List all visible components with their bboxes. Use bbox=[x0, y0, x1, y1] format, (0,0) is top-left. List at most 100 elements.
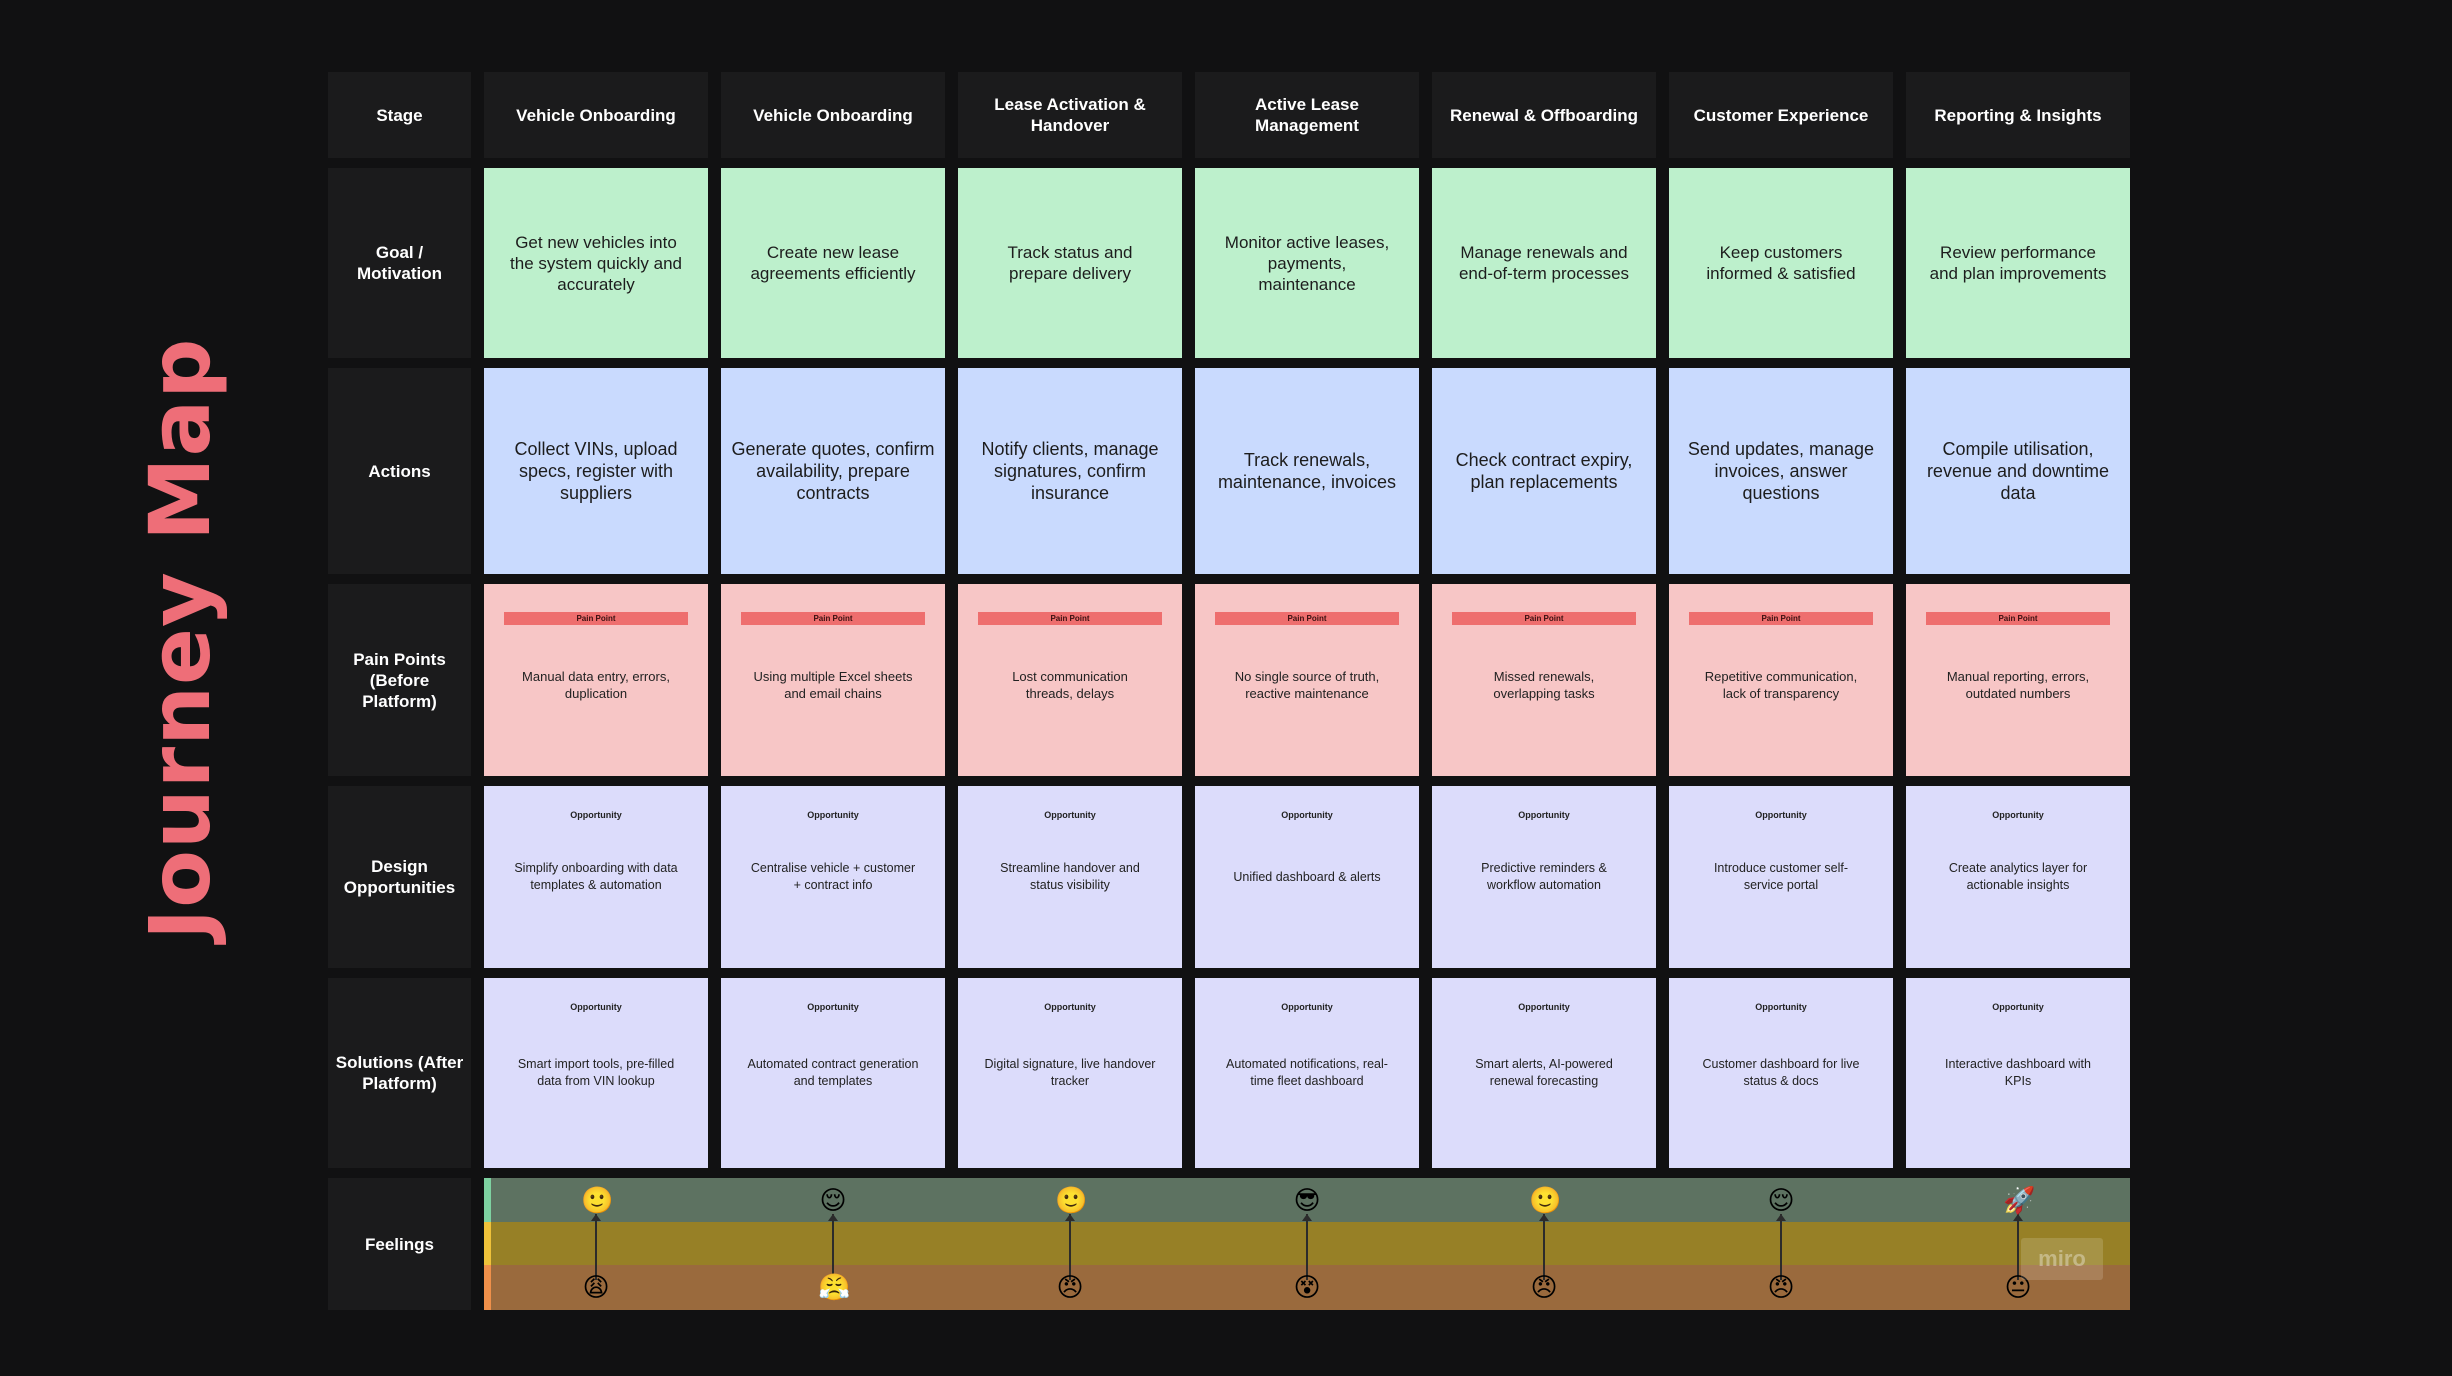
feeling-arrow-head bbox=[2013, 1214, 2023, 1221]
opportunity-tag: Opportunity bbox=[807, 810, 859, 820]
stage-header: Renewal & Offboarding bbox=[1432, 72, 1656, 158]
feeling-after-emoji[interactable]: 🙂 bbox=[581, 1185, 614, 1215]
opportunity-tag: Opportunity bbox=[1992, 1002, 2044, 1012]
feelings-band: 🙂 😩 😌 😤 🙂 😠 😎 😵 🙂 😠 😌 😠 🚀 😐 miro bbox=[484, 1178, 2130, 1310]
feeling-before-emoji[interactable]: 😐 bbox=[2004, 1272, 2032, 1302]
solution-card[interactable]: Opportunity Automated contract generation… bbox=[721, 978, 945, 1168]
solution-text: Digital signature, live handover tracker bbox=[984, 1057, 1156, 1088]
solution-card[interactable]: Opportunity Automated notifications, real… bbox=[1195, 978, 1419, 1168]
design-opportunity-text: Create analytics layer for actionable in… bbox=[1948, 861, 2088, 892]
pain-point-card[interactable]: Pain Point Repetitive communication, lack… bbox=[1669, 584, 1893, 776]
feeling-after-emoji[interactable]: 😌 bbox=[1767, 1185, 1795, 1215]
feeling-after-emoji[interactable]: 🚀 bbox=[2003, 1185, 2036, 1215]
design-opportunity-text: Unified dashboard & alerts bbox=[1233, 869, 1381, 884]
solution-card[interactable]: Opportunity Digital signature, live hando… bbox=[958, 978, 1182, 1168]
solution-text: Interactive dashboard with KPIs bbox=[1945, 1057, 2091, 1088]
goal-card[interactable]: Keep customers informed & satisfied bbox=[1669, 168, 1893, 358]
design-opportunity-card[interactable]: Opportunity Streamline handover and statu… bbox=[958, 786, 1182, 968]
solution-card[interactable]: Opportunity Smart import tools, pre-fille… bbox=[484, 978, 708, 1168]
stage-header: Vehicle Onboarding bbox=[484, 72, 708, 158]
pain-point-tag: Pain Point bbox=[978, 612, 1162, 625]
action-card[interactable]: Send updates, manage invoices, answer qu… bbox=[1669, 368, 1893, 574]
design-opportunity-card[interactable]: Opportunity Create analytics layer for ac… bbox=[1906, 786, 2130, 968]
pain-point-text: Using multiple Excel sheets and email ch… bbox=[753, 669, 913, 701]
positive-band-edge bbox=[484, 1178, 491, 1222]
feeling-arrow-head bbox=[1776, 1214, 1786, 1221]
pain-point-tag: Pain Point bbox=[741, 612, 925, 625]
opportunity-tag: Opportunity bbox=[807, 1002, 859, 1012]
feeling-after-emoji[interactable]: 😌 bbox=[819, 1185, 847, 1215]
opportunity-tag: Opportunity bbox=[1992, 810, 2044, 820]
pain-point-text: Lost communication threads, delays bbox=[1012, 669, 1128, 701]
stage-header: Active Lease Management bbox=[1195, 72, 1419, 158]
solution-text: Automated notifications, real-time fleet… bbox=[1226, 1057, 1388, 1088]
pain-point-text: Manual data entry, errors, duplication bbox=[522, 669, 670, 701]
feeling-connector-line bbox=[595, 1214, 597, 1280]
solution-text: Automated contract generation and templa… bbox=[747, 1057, 919, 1088]
journey-map-title: Journey Map bbox=[131, 337, 229, 940]
feeling-connector-line bbox=[1306, 1214, 1308, 1280]
negative-band-edge bbox=[484, 1265, 491, 1310]
feeling-after-emoji[interactable]: 😎 bbox=[1293, 1185, 1321, 1215]
opportunity-tag: Opportunity bbox=[1281, 1002, 1333, 1012]
row-label-feelings: Feelings bbox=[328, 1178, 471, 1310]
goal-card[interactable]: Track status and prepare delivery bbox=[958, 168, 1182, 358]
design-opportunity-text: Centralise vehicle + customer + contract… bbox=[750, 861, 916, 892]
pain-point-card[interactable]: Pain Point Lost communication threads, de… bbox=[958, 584, 1182, 776]
feeling-arrow-head bbox=[1539, 1214, 1549, 1221]
pain-point-tag: Pain Point bbox=[504, 612, 688, 625]
goal-card[interactable]: Manage renewals and end-of-term processe… bbox=[1432, 168, 1656, 358]
design-opportunity-card[interactable]: Opportunity Predictive reminders & workfl… bbox=[1432, 786, 1656, 968]
action-card[interactable]: Collect VINs, upload specs, register wit… bbox=[484, 368, 708, 574]
pain-point-card[interactable]: Pain Point Manual data entry, errors, dup… bbox=[484, 584, 708, 776]
opportunity-tag: Opportunity bbox=[1755, 810, 1807, 820]
pain-point-tag: Pain Point bbox=[1926, 612, 2110, 625]
design-opportunity-text: Predictive reminders & workflow automati… bbox=[1481, 861, 1607, 892]
row-label-goal: Goal / Motivation bbox=[328, 168, 471, 358]
opportunity-tag: Opportunity bbox=[570, 1002, 622, 1012]
goal-card[interactable]: Get new vehicles into the system quickly… bbox=[484, 168, 708, 358]
stage-header: Lease Activation & Handover bbox=[958, 72, 1182, 158]
feeling-before-emoji[interactable]: 😠 bbox=[1767, 1272, 1795, 1302]
action-card[interactable]: Check contract expiry, plan replacements bbox=[1432, 368, 1656, 574]
pain-point-card[interactable]: Pain Point Using multiple Excel sheets an… bbox=[721, 584, 945, 776]
design-opportunity-card[interactable]: Opportunity Centralise vehicle + customer… bbox=[721, 786, 945, 968]
feeling-connector-line bbox=[1069, 1214, 1071, 1280]
pain-point-card[interactable]: Pain Point Missed renewals, overlapping t… bbox=[1432, 584, 1656, 776]
feeling-after-emoji[interactable]: 🙂 bbox=[1055, 1185, 1088, 1215]
design-opportunity-card[interactable]: Opportunity Introduce customer self-servi… bbox=[1669, 786, 1893, 968]
action-card[interactable]: Compile utilisation, revenue and downtim… bbox=[1906, 368, 2130, 574]
goal-card[interactable]: Monitor active leases, payments, mainten… bbox=[1195, 168, 1419, 358]
pain-point-text: No single source of truth, reactive main… bbox=[1234, 669, 1380, 701]
design-opportunity-card[interactable]: Opportunity Unified dashboard & alerts bbox=[1195, 786, 1419, 968]
action-card[interactable]: Notify clients, manage signatures, confi… bbox=[958, 368, 1182, 574]
pain-point-card[interactable]: Pain Point No single source of truth, rea… bbox=[1195, 584, 1419, 776]
feeling-before-emoji[interactable]: 😩 bbox=[582, 1272, 610, 1302]
stage-header: Vehicle Onboarding bbox=[721, 72, 945, 158]
row-label-design-opportunities: Design Opportunities bbox=[328, 786, 471, 968]
goal-card[interactable]: Create new lease agreements efficiently bbox=[721, 168, 945, 358]
action-card[interactable]: Generate quotes, confirm availability, p… bbox=[721, 368, 945, 574]
pain-point-text: Repetitive communication, lack of transp… bbox=[1704, 669, 1858, 701]
feeling-connector-line bbox=[1780, 1214, 1782, 1280]
feeling-before-emoji[interactable]: 😠 bbox=[1056, 1272, 1084, 1302]
row-label-actions: Actions bbox=[328, 368, 471, 574]
pain-point-card[interactable]: Pain Point Manual reporting, errors, outd… bbox=[1906, 584, 2130, 776]
action-card[interactable]: Track renewals, maintenance, invoices bbox=[1195, 368, 1419, 574]
solution-card[interactable]: Opportunity Interactive dashboard with KP… bbox=[1906, 978, 2130, 1168]
solution-card[interactable]: Opportunity Smart alerts, AI-powered rene… bbox=[1432, 978, 1656, 1168]
opportunity-tag: Opportunity bbox=[1044, 1002, 1096, 1012]
design-opportunity-text: Simplify onboarding with data templates … bbox=[514, 861, 678, 892]
opportunity-tag: Opportunity bbox=[570, 810, 622, 820]
design-opportunity-card[interactable]: Opportunity Simplify onboarding with data… bbox=[484, 786, 708, 968]
feeling-after-emoji[interactable]: 🙂 bbox=[1529, 1185, 1562, 1215]
feeling-connector-line bbox=[832, 1214, 834, 1280]
goal-card[interactable]: Review performance and plan improvements bbox=[1906, 168, 2130, 358]
solution-card[interactable]: Opportunity Customer dashboard for live s… bbox=[1669, 978, 1893, 1168]
opportunity-tag: Opportunity bbox=[1044, 810, 1096, 820]
feeling-before-emoji[interactable]: 😵 bbox=[1293, 1272, 1321, 1302]
feeling-before-emoji[interactable]: 😤 bbox=[818, 1272, 851, 1302]
pain-point-tag: Pain Point bbox=[1689, 612, 1873, 625]
stage-header: Customer Experience bbox=[1669, 72, 1893, 158]
feeling-before-emoji[interactable]: 😠 bbox=[1530, 1272, 1558, 1302]
